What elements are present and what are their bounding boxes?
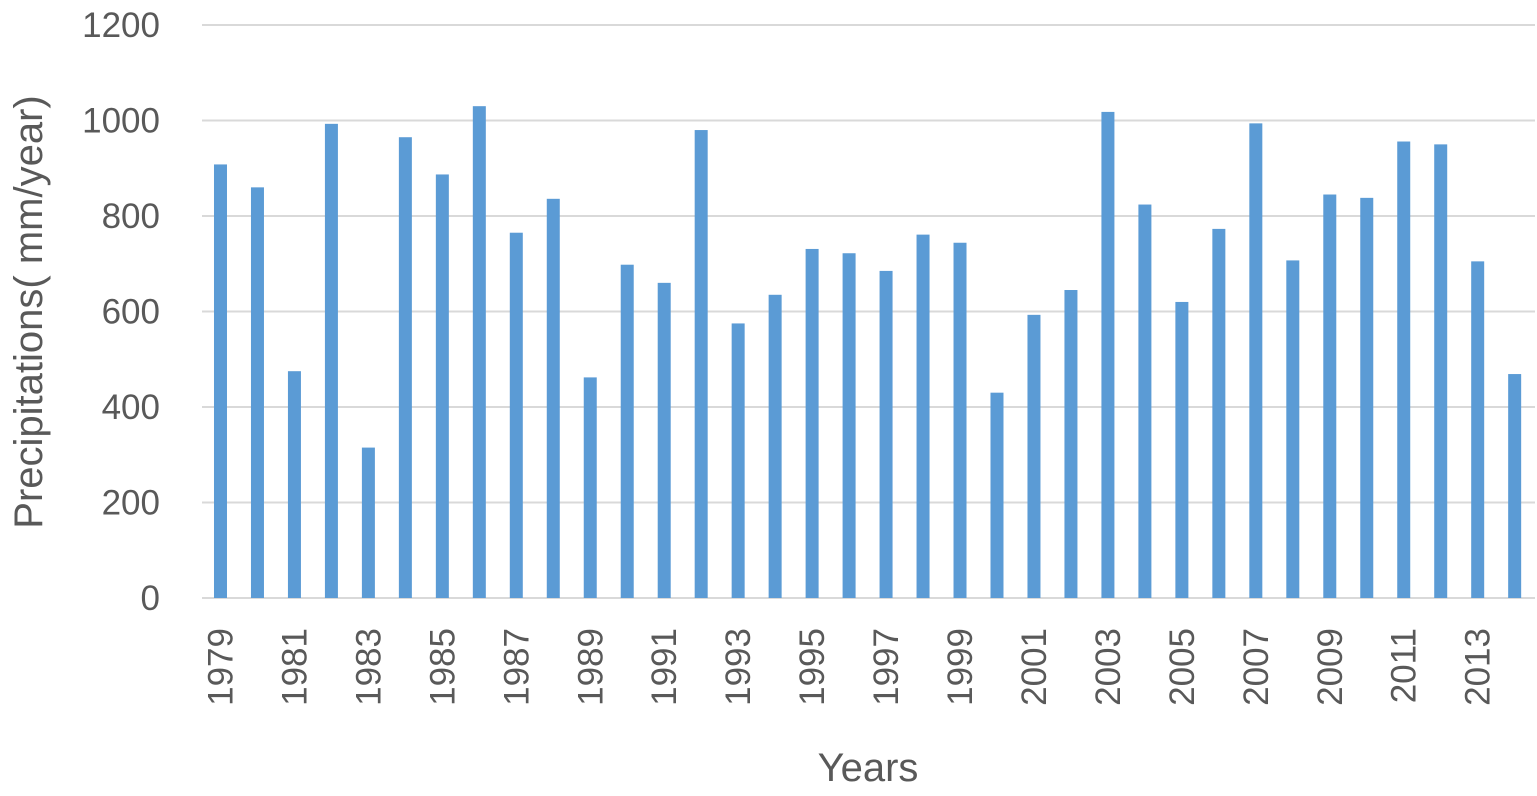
y-tick-label: 800 [102, 197, 160, 236]
x-tick-label: 1991 [645, 628, 684, 706]
x-tick-label: 2011 [1385, 628, 1424, 703]
bar-1999 [953, 242, 967, 599]
bar-1992 [694, 130, 708, 599]
x-tick-label: 1997 [867, 628, 906, 706]
bar-1980 [250, 187, 264, 598]
bar-1994 [768, 294, 782, 598]
x-tick-label: 1987 [497, 628, 536, 706]
bar-1995 [805, 248, 819, 598]
x-tick-label: 1983 [349, 628, 388, 706]
y-tick-label: 200 [102, 484, 160, 523]
bar-1984 [398, 137, 412, 598]
bar-1987 [509, 232, 523, 598]
bar-1982 [324, 123, 338, 598]
x-tick-label: 1989 [571, 628, 610, 706]
bar-2003 [1101, 111, 1115, 598]
x-tick-label: 2001 [1015, 628, 1054, 706]
bar-2002 [1064, 290, 1078, 598]
x-tick-label: 1995 [793, 628, 832, 706]
bar-2011 [1397, 141, 1411, 598]
bar-1990 [620, 264, 634, 598]
x-tick-label: 2005 [1163, 628, 1202, 706]
x-tick-label: 2003 [1089, 628, 1128, 706]
y-tick-label: 1000 [82, 102, 160, 141]
x-tick-label: 2009 [1311, 628, 1350, 706]
x-tick-label: 1999 [941, 628, 980, 706]
bar-1985 [435, 174, 449, 598]
bar-1979 [213, 164, 227, 598]
bar-2013 [1471, 261, 1485, 598]
bar-2009 [1323, 194, 1337, 598]
x-tick-label: 1979 [201, 628, 240, 706]
bar-1997 [879, 270, 893, 598]
bar-1986 [472, 106, 486, 599]
bar-2004 [1138, 204, 1152, 599]
bar-2005 [1175, 301, 1189, 598]
bar-2006 [1212, 228, 1226, 598]
x-tick-label: 1985 [423, 628, 462, 706]
bar-2010 [1360, 197, 1374, 599]
bar-1991 [657, 282, 671, 598]
bar-2008 [1286, 260, 1300, 598]
x-tick-label: 1981 [275, 628, 314, 706]
bar-1983 [361, 447, 375, 598]
y-axis-ticks: 0 200 400 600 800 1000 1200 [82, 6, 160, 618]
bar-2012 [1434, 144, 1448, 598]
y-tick-label: 600 [102, 293, 160, 332]
y-tick-label: 0 [141, 579, 160, 618]
y-tick-label: 1200 [82, 6, 160, 45]
bar-1998 [916, 234, 930, 598]
bar-2001 [1027, 314, 1041, 598]
x-axis-title: Years [818, 746, 919, 790]
x-axis-ticks: 1979 1981 1983 1985 1987 1989 1991 1993 1995 1997… [201, 628, 1497, 706]
bar-2014 [1508, 374, 1522, 598]
x-tick-label: 2007 [1237, 628, 1276, 706]
bar-1989 [583, 377, 597, 598]
x-tick-label: 2013 [1459, 628, 1498, 706]
y-tick-label: 400 [102, 388, 160, 427]
gridlines [202, 24, 1535, 599]
x-tick-label: 1993 [719, 628, 758, 706]
bar-1993 [731, 323, 745, 598]
bar-2000 [990, 392, 1004, 598]
y-axis-title: Precipitations( mm/year) [7, 95, 51, 528]
bar-1981 [287, 371, 301, 598]
bars [213, 106, 1522, 599]
bar-2007 [1249, 123, 1263, 599]
bar-1996 [842, 253, 856, 598]
bar-1988 [546, 198, 560, 598]
